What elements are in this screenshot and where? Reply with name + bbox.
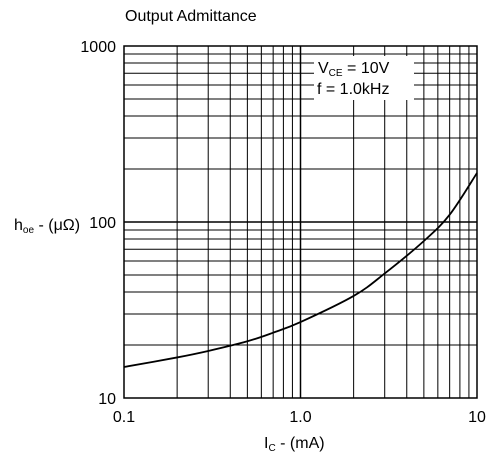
annotation-vce: VCE = 10V [318, 60, 390, 79]
y-tick-label: 1000 [80, 39, 116, 56]
annotation-background [314, 56, 414, 100]
curve-group [123, 172, 478, 368]
chart-title: Output Admittance [125, 8, 257, 25]
y-tick-label: 100 [89, 215, 116, 232]
y-axis-label: hoe - (μΩ) [14, 217, 80, 236]
annotation-frequency: f = 1.0kHz [317, 81, 389, 98]
tick-labels: 0.1 1.0 10 10 100 1000 [80, 39, 486, 426]
x-axis-label: IC - (mA) [264, 435, 325, 454]
x-tick-label: 0.1 [113, 409, 135, 426]
x-tick-label: 1.0 [289, 409, 311, 426]
plot-grid [124, 46, 477, 398]
series-line [123, 172, 478, 368]
plot-frame [123, 45, 478, 399]
y-tick-label: 10 [98, 391, 116, 408]
x-tick-label: 10 [468, 409, 486, 426]
